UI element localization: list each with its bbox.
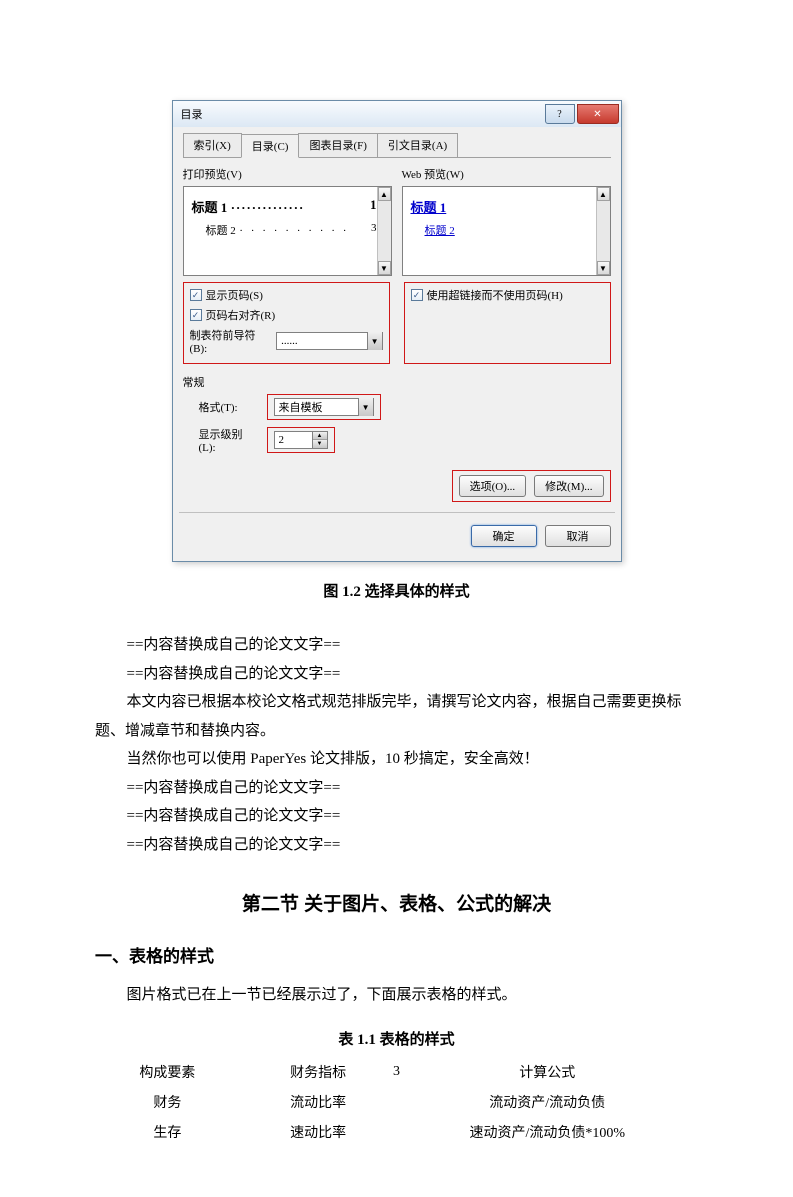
level-value: 2 (279, 434, 285, 446)
table-cell: 流动资产/流动负债 (396, 1087, 698, 1117)
placeholder-line: ==内容替换成自己的论文文字== (95, 660, 698, 689)
table-cell: 财务 (95, 1087, 240, 1117)
spin-down-icon[interactable]: ▼ (313, 440, 327, 448)
cancel-button[interactable]: 取消 (545, 525, 611, 547)
table-caption: 表 1.1 表格的样式 (95, 1028, 698, 1049)
web-preview-box: 标题 1 标题 2 ▲ ▼ (402, 186, 611, 276)
section-title: 第二节 关于图片、表格、公式的解决 (95, 889, 698, 916)
checkbox-show-page[interactable]: ✓ 显示页码(S) (190, 287, 383, 303)
checkbox-icon: ✓ (411, 289, 423, 301)
scroll-up-icon[interactable]: ▲ (378, 187, 391, 201)
page-number: 3 (0, 1064, 793, 1080)
checkbox-hyperlink[interactable]: ✓ 使用超链接而不使用页码(H) (411, 287, 604, 303)
print-preview-box: 标题 1 .............. 1 标题 2 . . . . . . .… (183, 186, 392, 276)
table-row: 财务 流动比率 流动资产/流动负债 (95, 1087, 698, 1117)
table-cell: 生存 (95, 1117, 240, 1147)
scroll-down-icon[interactable]: ▼ (378, 261, 391, 275)
placeholder-line: ==内容替换成自己的论文文字== (95, 631, 698, 660)
dialog-tabs: 索引(X) 目录(C) 图表目录(F) 引文目录(A) (183, 133, 611, 158)
level-spinner[interactable]: 2 ▲ ▼ (274, 431, 328, 449)
tab-toc[interactable]: 目录(C) (241, 134, 300, 158)
toc-dialog: 目录 ? ✕ 索引(X) 目录(C) 图表目录(F) 引文目录(A) 打印预览(… (172, 100, 622, 562)
table-cell: 速动资产/流动负债*100% (396, 1117, 698, 1147)
table-row: 生存 速动比率 速动资产/流动负债*100% (95, 1117, 698, 1147)
toc-line2-text: 标题 2 (206, 222, 236, 238)
scroll-down-icon[interactable]: ▼ (597, 261, 610, 275)
tab-citations[interactable]: 引文目录(A) (377, 133, 458, 157)
print-preview-label: 打印预览(V) (183, 166, 392, 182)
placeholder-line: ==内容替换成自己的论文文字== (95, 802, 698, 831)
right-options-highlight: ✓ 使用超链接而不使用页码(H) (404, 282, 611, 364)
checkbox-right-align[interactable]: ✓ 页码右对齐(R) (190, 307, 383, 323)
figure-caption: 图 1.2 选择具体的样式 (95, 580, 698, 601)
format-label: 格式(T): (189, 399, 259, 415)
table-cell: 速动比率 (240, 1117, 397, 1147)
format-highlight: 来自模板 ▼ (267, 394, 381, 420)
checkbox-label: 显示页码(S) (206, 287, 263, 303)
checkbox-icon: ✓ (190, 309, 202, 321)
dialog-titlebar: 目录 ? ✕ (173, 101, 621, 127)
divider (179, 512, 615, 513)
placeholder-line: ==内容替换成自己的论文文字== (95, 774, 698, 803)
checkbox-icon: ✓ (190, 289, 202, 301)
table-intro: 图片格式已在上一节已经展示过了，下面展示表格的样式。 (95, 981, 698, 1010)
checkbox-label: 页码右对齐(R) (206, 307, 276, 323)
format-select[interactable]: 来自模板 ▼ (274, 398, 374, 416)
general-group-label: 常规 (183, 374, 611, 390)
close-button[interactable]: ✕ (577, 104, 619, 124)
scrollbar[interactable]: ▲ ▼ (596, 187, 610, 275)
level-highlight: 2 ▲ ▼ (267, 427, 335, 453)
web-link-1[interactable]: 标题 1 (411, 197, 596, 216)
scrollbar[interactable]: ▲ ▼ (377, 187, 391, 275)
web-preview-label: Web 预览(W) (402, 166, 611, 182)
toc-line1-text: 标题 1 (192, 197, 228, 216)
body-paragraph: 本文内容已根据本校论文格式规范排版完毕，请撰写论文内容，根据自己需要更换标题、增… (95, 688, 698, 745)
web-link-2[interactable]: 标题 2 (425, 222, 596, 238)
buttons-highlight: 选项(O)... 修改(M)... (452, 470, 611, 502)
checkbox-label: 使用超链接而不使用页码(H) (427, 287, 563, 303)
tab-index[interactable]: 索引(X) (183, 133, 242, 157)
table-cell: 流动比率 (240, 1087, 397, 1117)
leader-dots: . . . . . . . . . . (240, 222, 367, 238)
chevron-down-icon: ▼ (367, 332, 382, 350)
modify-button[interactable]: 修改(M)... (534, 475, 603, 497)
options-button[interactable]: 选项(O)... (459, 475, 527, 497)
ok-button[interactable]: 确定 (471, 525, 537, 547)
help-button[interactable]: ? (545, 104, 575, 124)
leader-label: 制表符前导符(B): (190, 327, 271, 355)
leader-value: ...... (281, 335, 298, 347)
body-paragraph: 当然你也可以使用 PaperYes 论文排版，10 秒搞定，安全高效！ (95, 745, 698, 774)
chevron-down-icon: ▼ (358, 398, 373, 416)
format-value: 来自模板 (279, 399, 323, 415)
leader-select[interactable]: ...... ▼ (276, 332, 382, 350)
leader-dots: .............. (231, 197, 366, 216)
spin-up-icon[interactable]: ▲ (313, 432, 327, 440)
placeholder-line: ==内容替换成自己的论文文字== (95, 831, 698, 860)
dialog-title: 目录 (181, 106, 203, 122)
level-label: 显示级别(L): (189, 426, 259, 454)
scroll-up-icon[interactable]: ▲ (597, 187, 610, 201)
left-options-highlight: ✓ 显示页码(S) ✓ 页码右对齐(R) 制表符前导符(B): ...... ▼ (183, 282, 390, 364)
subsection-title: 一、表格的样式 (95, 942, 698, 967)
tab-figures[interactable]: 图表目录(F) (298, 133, 377, 157)
